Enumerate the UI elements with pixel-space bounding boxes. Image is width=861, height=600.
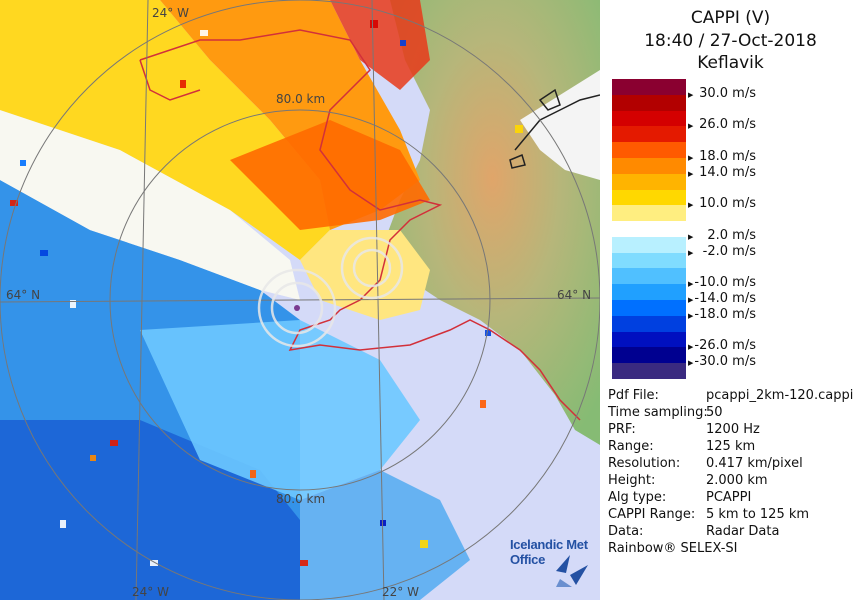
metadata-key: Range:	[608, 439, 654, 454]
metadata-key: Resolution:	[608, 456, 681, 471]
metadata-value: 1200 Hz	[706, 422, 760, 437]
imo-logo: Icelandic Met Office	[508, 535, 600, 590]
legend-tick-icon: ▶	[688, 232, 694, 241]
legend-swatch	[612, 173, 686, 190]
legend-label: -26.0 m/s	[694, 338, 756, 354]
metadata-key: CAPPI Range:	[608, 507, 696, 522]
legend-swatch	[612, 79, 686, 95]
legend-swatch	[612, 268, 686, 285]
legend-tick-icon: ▶	[688, 90, 694, 99]
legend-swatch	[612, 347, 686, 364]
ring-label-bottom: 80.0 km	[276, 492, 326, 506]
metadata-key: Time sampling:	[608, 405, 708, 420]
legend-swatch	[612, 221, 686, 238]
echo-speckles	[10, 20, 523, 566]
map-grid	[0, 0, 600, 600]
legend-swatch	[612, 300, 686, 317]
legend-tick-icon: ▶	[688, 296, 694, 305]
metadata-value: 2.000 km	[706, 473, 768, 488]
legend-label: 18.0 m/s	[699, 148, 756, 164]
legend-swatch	[612, 94, 686, 111]
legend-label: 10.0 m/s	[699, 196, 756, 212]
legend-swatch	[612, 189, 686, 206]
legend-tick-icon: ▶	[688, 280, 694, 289]
legend-tick-icon: ▶	[688, 248, 694, 257]
legend-label: 14.0 m/s	[699, 164, 756, 180]
radar-site-marker	[294, 305, 300, 311]
echo-darkorange-region	[230, 120, 430, 230]
coastline-black	[514, 94, 600, 151]
logo-mark	[556, 555, 588, 587]
ice-cap	[520, 70, 600, 180]
legend-swatch	[612, 236, 686, 253]
legend-label: -18.0 m/s	[694, 306, 756, 322]
metadata-key: Height:	[608, 473, 656, 488]
legend-tick-icon: ▶	[688, 122, 694, 131]
legend-tick-icon: ▶	[688, 169, 694, 178]
legend-swatch	[612, 331, 686, 348]
product-title: CAPPI (V)	[690, 8, 771, 28]
legend-tick-icon: ▶	[688, 311, 694, 320]
legend-swatch	[612, 157, 686, 174]
legend-tick-icon: ▶	[688, 153, 694, 162]
legend-tick-icon: ▶	[688, 343, 694, 352]
echo-yellow-region	[0, 0, 330, 260]
legend-label: 2.0 m/s	[707, 227, 756, 243]
legend-label: -30.0 m/s	[694, 354, 756, 370]
velocity-legend	[612, 79, 686, 380]
legend-swatch	[612, 126, 686, 143]
legend-swatch	[612, 363, 686, 380]
lon-label-top: 24° W	[152, 6, 189, 20]
legend-tick-icon: ▶	[688, 359, 694, 368]
radar-image	[0, 0, 600, 600]
metadata-value: 125 km	[706, 439, 756, 454]
radar-rings	[257, 236, 404, 348]
legend-label: 30.0 m/s	[699, 85, 756, 101]
metadata-value: 50	[706, 405, 723, 420]
station-title: Keflavik	[697, 53, 764, 73]
metadata-value: PCAPPI	[706, 490, 752, 505]
metadata-key: Pdf File:	[608, 388, 659, 403]
metadata-key: Data:	[608, 524, 644, 539]
echo-white-band	[0, 110, 300, 300]
legend-tick-icon: ▶	[688, 201, 694, 210]
logo-text: Icelandic Met Office	[510, 537, 588, 567]
lon-label-bottom-right: 22° W	[382, 585, 419, 599]
lat-label-right: 64° N	[557, 288, 592, 302]
echo-midblue-region	[300, 470, 470, 600]
footer-credit: Rainbow® SELEX-SI	[608, 541, 738, 556]
legend-label: -14.0 m/s	[694, 291, 756, 307]
island-outline-2	[509, 153, 526, 169]
echo-red-region	[330, 0, 430, 90]
echo-lightblue-region	[140, 320, 420, 500]
metadata-value: Radar Data	[706, 524, 780, 539]
legend-swatch	[612, 315, 686, 332]
legend-swatch	[612, 110, 686, 127]
legend-label: -10.0 m/s	[694, 275, 756, 291]
coastline	[139, 29, 581, 421]
metadata-key: PRF:	[608, 422, 636, 437]
coastline-north	[139, 59, 201, 101]
legend-swatch	[612, 142, 686, 159]
legend-label: 26.0 m/s	[699, 117, 756, 133]
info-panel: CAPPI (V) 18:40 / 27-Oct-2018 Keflavik ▶…	[600, 0, 861, 600]
island-outline	[538, 88, 561, 111]
ring-label-top: 80.0 km	[276, 92, 326, 106]
datetime-title: 18:40 / 27-Oct-2018	[644, 31, 817, 51]
legend-swatch	[612, 252, 686, 269]
legend-label: -2.0 m/s	[702, 243, 756, 259]
metadata-value: 5 km to 125 km	[706, 507, 810, 522]
metadata-key: Alg type:	[608, 490, 667, 505]
lon-label-bottom-left: 24° W	[132, 585, 169, 599]
metadata-value: 0.417 km/pixel	[706, 456, 803, 471]
metadata-value: pcappi_2km-120.cappi	[706, 388, 854, 403]
legend-swatch	[612, 284, 686, 301]
legend-swatch	[612, 205, 686, 222]
radar-map[interactable]: 24° W 24° W 22° W 64° N 64° N 80.0 km 80…	[0, 0, 600, 600]
lat-label-left: 64° N	[6, 288, 41, 302]
